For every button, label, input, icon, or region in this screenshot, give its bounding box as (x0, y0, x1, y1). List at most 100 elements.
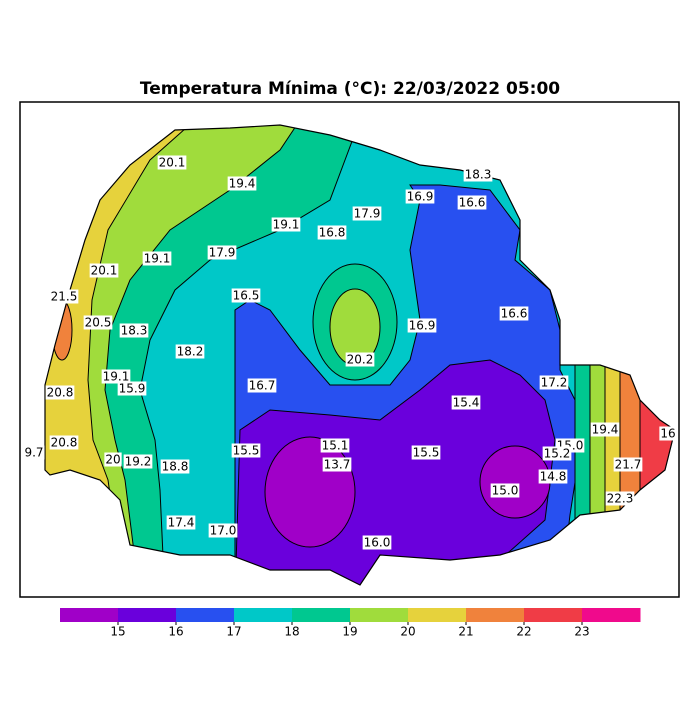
station-label-box (411, 445, 441, 460)
colorbar-segment (234, 608, 293, 622)
station-label: 15.2 (544, 447, 571, 461)
station-label: 19.4 (229, 177, 256, 191)
station-label: 19.1 (144, 252, 171, 266)
station-label-box (451, 395, 481, 410)
station-label-box (231, 288, 261, 303)
colorbar-tick-label: 21 (458, 625, 473, 639)
station-label: 16.0 (364, 536, 391, 550)
station-label-box (49, 435, 79, 450)
station-label-box (83, 315, 113, 330)
station-label-box (166, 515, 196, 530)
station-label: 16.9 (409, 319, 436, 333)
station-label-box (231, 443, 261, 458)
station-label: 16.9 (407, 190, 434, 204)
station-label-box (271, 217, 301, 232)
station-label-box (352, 206, 382, 221)
station-label: 13.7 (324, 458, 351, 472)
station-label: 15.5 (233, 444, 260, 458)
station-label-box (405, 189, 435, 204)
station-label: 21.7 (615, 458, 642, 472)
station-label-box (362, 535, 392, 550)
station-label-box (539, 375, 569, 390)
colorbar-segment (60, 608, 119, 622)
station-label: 18.8 (162, 460, 189, 474)
station-label-box (613, 457, 643, 472)
state-outline (44, 124, 676, 586)
station-label-box (157, 155, 187, 170)
station-label-box (538, 469, 568, 484)
station-label: 9.7 (24, 446, 43, 460)
station-label-box (457, 195, 487, 210)
station-label-box (590, 422, 620, 437)
station-label-box (407, 318, 437, 333)
station-label: 19.4 (592, 423, 619, 437)
station-label: 19.2 (125, 455, 152, 469)
station-label-box (207, 245, 237, 260)
station-label: 15.9 (119, 382, 146, 396)
station-label-box (605, 491, 635, 506)
station-label-box (89, 263, 119, 278)
colorbar-segment (176, 608, 235, 622)
station-label-box (345, 352, 375, 367)
station-label-box (45, 385, 75, 400)
station-label: 20.2 (347, 353, 374, 367)
colorbar-tick-label: 22 (516, 625, 531, 639)
temperature-field (45, 125, 675, 585)
station-label-box (175, 344, 205, 359)
station-label-box (542, 446, 572, 461)
station-label: 20.1 (159, 156, 186, 170)
station-label: 21.5 (51, 290, 78, 304)
station-label: 15.4 (453, 396, 480, 410)
station-label: 16.8 (319, 226, 346, 240)
station-label: 20.1 (91, 264, 118, 278)
colorbar-segment (292, 608, 351, 622)
station-label: 17.2 (541, 376, 568, 390)
station-label-box (104, 452, 122, 467)
station-label: 18.2 (177, 345, 204, 359)
colorbar-segment (582, 608, 641, 622)
station-label: 20 (105, 453, 120, 467)
colorbar-tick-label: 17 (226, 625, 241, 639)
station-label-box (463, 167, 493, 182)
map-frame (19, 101, 680, 598)
station-label-box (142, 251, 172, 266)
colorbar-tick-label: 16 (168, 625, 183, 639)
colorbar-segment (118, 608, 177, 622)
station-label: 17.0 (210, 524, 237, 538)
station-label-box (123, 454, 153, 469)
station-label-box (119, 323, 149, 338)
station-label-box (101, 369, 131, 384)
station-label-box (247, 378, 277, 393)
station-labels: 20.1 19.4 18.3 16.9 16.6 17.9 19.1 16.8 20.1 19.1… (23, 155, 677, 550)
station-label: 18.3 (465, 168, 492, 182)
station-label: 20.8 (47, 386, 74, 400)
station-label: 18.3 (121, 324, 148, 338)
station-label-box (227, 176, 257, 191)
station-label-box (490, 483, 520, 498)
station-label: 19.1 (273, 218, 300, 232)
station-label: 17.9 (354, 207, 381, 221)
station-label-box (659, 426, 677, 441)
colorbar-tick-label: 18 (284, 625, 299, 639)
station-label: 16.6 (459, 196, 486, 210)
colorbar-tick-label: 20 (400, 625, 415, 639)
station-label-box (320, 438, 350, 453)
station-label-box (208, 523, 238, 538)
colorbar: 15 16 17 18 19 20 21 22 23 (60, 608, 641, 639)
colorbar-segment (524, 608, 583, 622)
colorbar-tick-label: 15 (110, 625, 125, 639)
station-label: 16 (660, 427, 675, 441)
station-label: 22.3 (607, 492, 634, 506)
station-label-box (322, 457, 352, 472)
colorbar-tick-label: 19 (342, 625, 357, 639)
station-label: 20.8 (51, 436, 78, 450)
map-title: Temperatura Mínima (°C): 22/03/2022 05:0… (140, 79, 560, 99)
colorbar-segment (466, 608, 525, 622)
station-label-box (317, 225, 347, 240)
colorbar-tick-label: 23 (574, 625, 589, 639)
station-label: 15.5 (413, 446, 440, 460)
station-label: 16.5 (233, 289, 260, 303)
station-label: 20.5 (85, 316, 112, 330)
colorbar-segment (350, 608, 409, 622)
